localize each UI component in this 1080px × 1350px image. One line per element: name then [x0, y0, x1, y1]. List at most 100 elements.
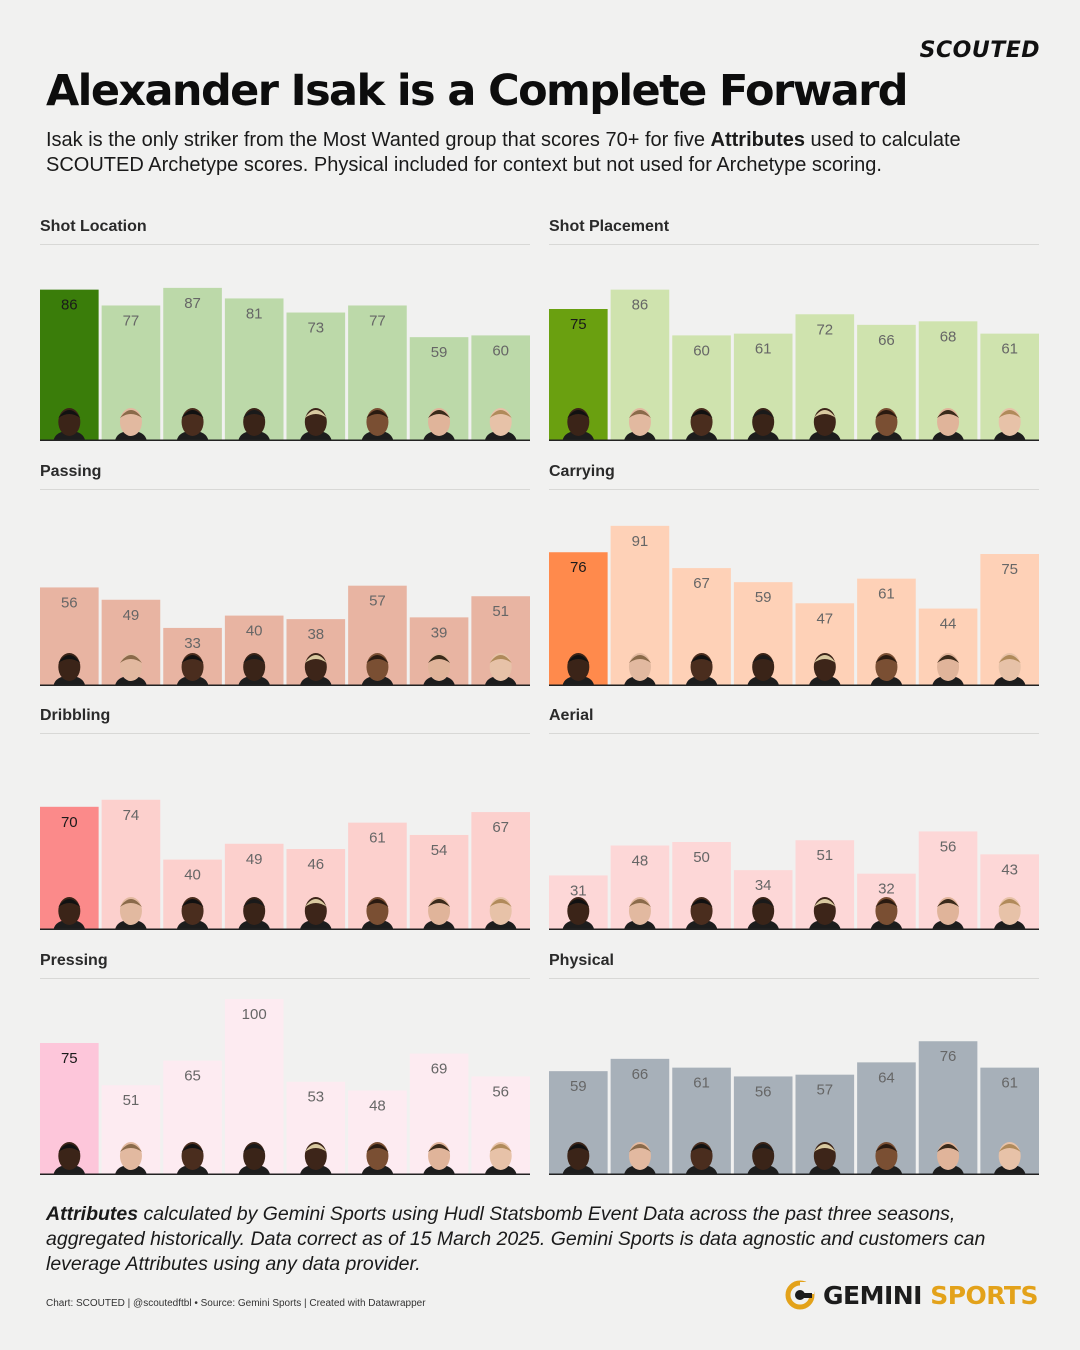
bar-value-label: 34: [755, 877, 772, 894]
bar-value-label: 69: [431, 1061, 448, 1078]
player-headshot-icon: [870, 653, 903, 686]
player-headshot-icon: [114, 1142, 147, 1175]
player-headshot-icon: [562, 408, 595, 441]
chart-title: Passing: [40, 463, 530, 490]
bar-value-label: 77: [123, 312, 140, 329]
chart-panel-2: Passing 56 49 33 40 38 57 39 51: [40, 463, 530, 686]
chart-panel-1: Shot Placement 75 86 60 61 72 66 68 61: [549, 218, 1039, 441]
player-headshot-icon: [484, 1142, 517, 1175]
player-headshot-icon: [562, 1142, 595, 1175]
player-headshot-icon: [808, 897, 841, 930]
chart-panel-3: Carrying 76 91 67 59 47 61 44 75: [549, 463, 1039, 686]
player-headshot-icon: [299, 1142, 332, 1175]
player-headshot-icon: [932, 408, 965, 441]
bar-value-label: 59: [570, 1078, 587, 1095]
player-headshot-icon: [747, 897, 780, 930]
gemini-g-icon: [785, 1280, 815, 1310]
player-headshot-icon: [53, 653, 86, 686]
page-subtitle: Isak is the only striker from the Most W…: [46, 128, 1036, 178]
player-headshot-icon: [808, 1142, 841, 1175]
bar-value-label: 33: [184, 635, 201, 652]
bar-value-label: 65: [184, 1068, 201, 1085]
bar-value-label: 47: [816, 610, 833, 627]
player-headshot-icon: [747, 1142, 780, 1175]
bar-value-label: 61: [693, 1075, 710, 1092]
bar-value-label: 67: [693, 575, 710, 592]
bar-chart: 56 49 33 40 38 57 39 51: [40, 585, 530, 686]
player-headshot-icon: [562, 897, 595, 930]
bar-value-label: 86: [632, 297, 649, 314]
player-headshot-icon: [238, 897, 271, 930]
player-headshot-icon: [685, 897, 718, 930]
footnote: Attributes calculated by Gemini Sports u…: [46, 1202, 1046, 1277]
bar-chart: 76 91 67 59 47 61 44 75: [549, 525, 1039, 686]
subtitle-bold: Attributes: [710, 129, 805, 151]
player-headshot-icon: [53, 1142, 86, 1175]
bar-value-label: 76: [570, 559, 587, 576]
bar-value-label: 40: [246, 623, 263, 640]
chart-title: Pressing: [40, 952, 530, 979]
page-title: Alexander Isak is a Complete Forward: [46, 66, 909, 116]
bar-chart: 86 77 87 81 73 77 59 60: [40, 287, 530, 441]
chart-title: Carrying: [549, 463, 1039, 490]
player-headshot-icon: [808, 653, 841, 686]
player-headshot-icon: [114, 653, 147, 686]
player-headshot-icon: [238, 1142, 271, 1175]
bar-value-label: 48: [369, 1098, 386, 1115]
bar-value-label: 87: [184, 295, 201, 312]
player-headshot-icon: [238, 653, 271, 686]
bar-value-label: 56: [61, 594, 78, 611]
subtitle-part2: used to calculate SCOUTED Archetype scor…: [46, 129, 961, 176]
player-headshot-icon: [423, 408, 456, 441]
player-headshot-icon: [993, 408, 1026, 441]
player-headshot-icon: [484, 408, 517, 441]
bar-value-label: 100: [242, 1006, 267, 1023]
bar-value-label: 57: [816, 1082, 833, 1099]
chart-panel-0: Shot Location 86 77 87 81 73 77 59 60: [40, 218, 530, 441]
bar-value-label: 73: [307, 320, 324, 337]
player-headshot-icon: [747, 653, 780, 686]
player-headshot-icon: [53, 408, 86, 441]
bar-value-label: 66: [632, 1066, 649, 1083]
player-headshot-icon: [870, 1142, 903, 1175]
footnote-bold: Attributes: [46, 1203, 139, 1225]
scouted-brand-logo: SCOUTED: [919, 38, 1040, 63]
bar-value-label: 61: [755, 341, 772, 358]
player-headshot-icon: [361, 653, 394, 686]
footnote-text: calculated by Gemini Sports using Hudl S…: [46, 1203, 986, 1275]
bar-chart: 31 48 50 34 51 32 56 43: [549, 831, 1039, 930]
player-headshot-icon: [176, 1142, 209, 1175]
bar-value-label: 66: [878, 332, 895, 349]
bar-value-label: 60: [693, 342, 710, 359]
bar-value-label: 59: [755, 589, 772, 606]
chart-panel-7: Physical 59 66 61 56 57 64 76 61: [549, 952, 1039, 1175]
bar-value-label: 67: [492, 819, 509, 836]
bar-value-label: 56: [492, 1083, 509, 1100]
bar-value-label: 49: [246, 851, 263, 868]
bar-value-label: 60: [492, 342, 509, 359]
bar-chart: 59 66 61 56 57 64 76 61: [549, 1041, 1039, 1175]
logo-wordmark: GEMINI SPORTS: [822, 1280, 1039, 1310]
player-headshot-icon: [993, 653, 1026, 686]
player-headshot-icon: [562, 653, 595, 686]
bar-value-label: 59: [431, 344, 448, 361]
bar-value-label: 54: [431, 842, 448, 859]
bar-value-label: 64: [878, 1069, 895, 1086]
subtitle-part1: Isak is the only striker from the Most W…: [46, 129, 711, 151]
player-headshot-icon: [932, 897, 965, 930]
player-headshot-icon: [423, 897, 456, 930]
bar-value-label: 61: [369, 830, 386, 847]
player-headshot-icon: [423, 653, 456, 686]
player-headshot-icon: [685, 653, 718, 686]
bar-value-label: 48: [632, 853, 649, 870]
logo-word1: GEMINI: [822, 1280, 923, 1310]
player-headshot-icon: [484, 897, 517, 930]
player-headshot-icon: [870, 408, 903, 441]
logo-word2: SPORTS: [930, 1280, 1038, 1310]
player-headshot-icon: [685, 1142, 718, 1175]
bar-value-label: 56: [940, 838, 957, 855]
bar-value-label: 51: [123, 1092, 140, 1109]
bar-value-label: 40: [184, 867, 201, 884]
bar-value-label: 75: [570, 316, 587, 333]
bar-value-label: 51: [492, 603, 509, 620]
